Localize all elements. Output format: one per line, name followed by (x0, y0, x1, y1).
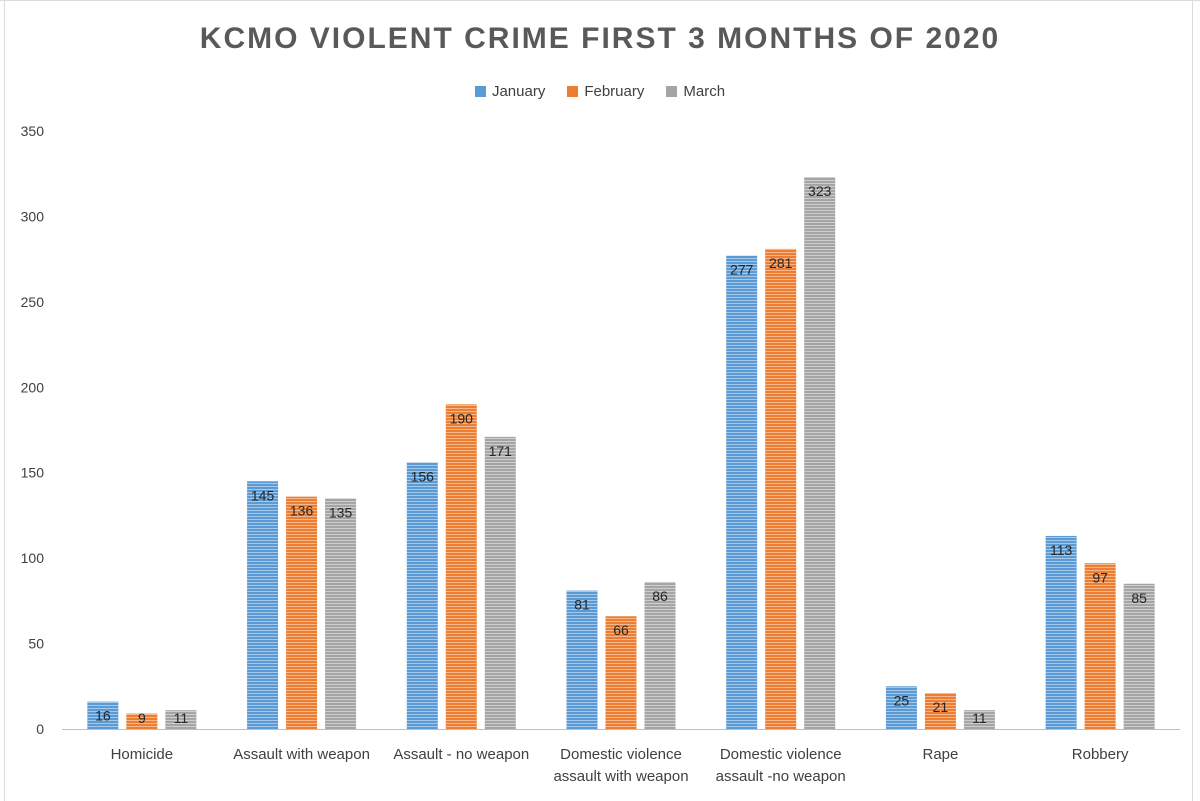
bar-stripe-overlay (1123, 583, 1155, 729)
data-label: 145 (251, 487, 275, 503)
x-category-label: Rape (922, 746, 958, 763)
data-label: 171 (489, 443, 513, 459)
y-tick-label: 150 (21, 465, 45, 481)
x-category-label: assault with weapon (553, 768, 688, 785)
y-tick-label: 0 (36, 721, 44, 737)
bar-stripe-overlay (726, 255, 758, 729)
data-label: 9 (138, 710, 146, 726)
legend-item-march: March (666, 83, 725, 100)
sheet-gridline-top (0, 0, 1200, 1)
sheet-gridline-left (4, 0, 5, 801)
bar-stripe-overlay (924, 693, 956, 729)
bar-stripe-overlay (1084, 563, 1116, 729)
legend-swatch (567, 86, 579, 97)
bar-stripe-overlay (126, 713, 158, 729)
x-category-label: Assault - no weapon (393, 746, 529, 763)
x-category-label: Domestic violence (560, 746, 682, 763)
data-label: 281 (769, 255, 793, 271)
y-tick-label: 250 (21, 294, 45, 310)
legend-swatch (666, 86, 678, 97)
bar-stripe-overlay (165, 710, 197, 729)
legend-item-february: February (567, 83, 644, 100)
data-label: 113 (1050, 542, 1073, 558)
data-label: 136 (290, 503, 314, 519)
data-label: 323 (808, 183, 832, 199)
bar-stripe-overlay (566, 590, 598, 729)
bars-group: 16 9 11 145 136 135 156 190 171 81 66 86 277 281 323 25… (87, 177, 1155, 730)
bar-stripe-overlay (247, 481, 279, 729)
bar-stripe-overlay (406, 462, 438, 729)
y-tick-label: 200 (21, 379, 45, 395)
data-label: 190 (450, 410, 474, 426)
bar-stripe-overlay (445, 404, 477, 729)
x-category-label: Assault with weapon (233, 746, 370, 763)
data-label: 11 (972, 710, 987, 726)
y-tick-label: 100 (21, 550, 45, 566)
bar-stripe-overlay (804, 177, 836, 730)
data-label: 66 (613, 622, 629, 638)
data-label: 85 (1131, 590, 1147, 606)
legend-label: March (683, 83, 726, 100)
data-label: 21 (933, 699, 949, 715)
legend-label: February (584, 83, 645, 100)
bar-stripe-overlay (765, 248, 797, 730)
legend-swatch (474, 86, 486, 97)
data-label: 11 (174, 710, 189, 726)
data-label: 25 (894, 692, 910, 708)
data-label: 277 (730, 262, 754, 278)
data-label: 135 (329, 504, 353, 520)
legend-item-january: January (474, 83, 546, 100)
sheet-gridline-right (1192, 0, 1193, 801)
y-tick-label: 50 (28, 636, 44, 652)
data-label: 156 (411, 468, 435, 484)
data-label: 86 (652, 588, 668, 604)
y-tick-label: 300 (21, 208, 45, 224)
bar-stripe-overlay (1045, 535, 1077, 729)
bar-stripe-overlay (87, 701, 119, 729)
x-category-label: Robbery (1072, 746, 1129, 763)
y-axis: 0 50 100 150 200 250 300 350 (21, 123, 45, 737)
bar-stripe-overlay (605, 616, 637, 729)
data-label: 81 (574, 597, 590, 613)
bar-stripe-overlay (963, 710, 995, 729)
chart-legend: January February March (0, 83, 1200, 100)
x-axis: Homicide Assault with weapon Assault - no … (62, 729, 1180, 785)
bar-stripe-overlay (484, 436, 516, 729)
data-label: 16 (95, 708, 111, 724)
bar-stripe-overlay (286, 496, 318, 729)
x-category-label: Homicide (111, 746, 174, 763)
x-category-label: assault -no weapon (716, 768, 846, 785)
legend-label: January (491, 83, 546, 100)
bar-stripe-overlay (644, 582, 676, 729)
y-tick-label: 350 (21, 123, 45, 139)
data-label: 97 (1092, 569, 1108, 585)
bar-stripe-overlay (885, 686, 917, 729)
bar-stripe-overlay (325, 498, 357, 729)
chart-title: KCMO VIOLENT CRIME FIRST 3 MONTHS OF 202… (199, 22, 1001, 55)
x-category-label: Domestic violence (720, 746, 842, 763)
